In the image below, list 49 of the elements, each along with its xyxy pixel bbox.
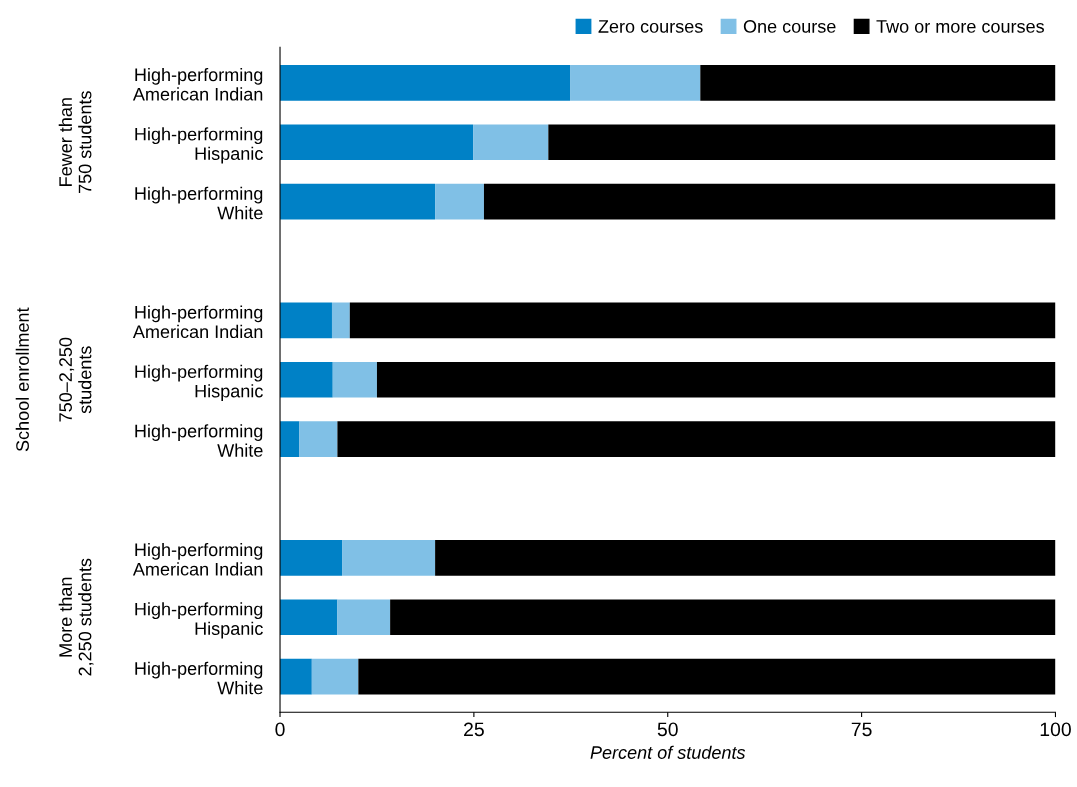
text: School enrollment xyxy=(15,307,29,452)
text: 750–2,250 students xyxy=(59,337,92,422)
y-tick-label: High-performing White xyxy=(135,661,263,695)
y-tick-label: High-performing American Indian xyxy=(132,542,263,576)
legend-label: Zero courses xyxy=(598,20,703,33)
bar xyxy=(311,658,359,695)
bar xyxy=(435,540,1056,576)
bar xyxy=(570,65,701,101)
x-tick-label: 0 xyxy=(275,722,285,737)
bar xyxy=(280,361,333,398)
bar xyxy=(390,599,1056,636)
bar xyxy=(280,302,332,339)
bar xyxy=(280,540,343,576)
legend-label: One course xyxy=(743,20,836,33)
bar xyxy=(280,183,436,220)
bar xyxy=(483,183,1056,220)
y-tick-label: High-performing American Indian xyxy=(132,305,263,339)
bar xyxy=(435,183,484,220)
bar xyxy=(349,302,1056,339)
bar xyxy=(337,421,1056,457)
legend-label: Two or more courses xyxy=(876,20,1044,33)
text: More than 2,250 students xyxy=(58,558,94,676)
x-axis-title: Percent of students xyxy=(590,745,746,759)
bar xyxy=(280,124,474,161)
bar xyxy=(280,65,571,101)
y-tick-label: High-performing White xyxy=(135,186,263,220)
bar xyxy=(332,361,377,398)
bar xyxy=(280,599,338,636)
x-tick-label: 100 xyxy=(1040,722,1071,737)
y-tick-label: High-performing White xyxy=(135,424,263,457)
bar xyxy=(280,421,300,457)
bar xyxy=(280,658,312,695)
y-tick-label: High-performing Hispanic xyxy=(135,602,263,639)
bar xyxy=(473,124,549,161)
bar xyxy=(342,540,436,576)
bar xyxy=(358,658,1056,695)
x-tick-label: 25 xyxy=(464,722,484,737)
bar xyxy=(376,361,1056,398)
y-tick-label: High-performing Hispanic xyxy=(135,364,263,402)
x-tick-label: 50 xyxy=(657,722,678,737)
bar xyxy=(700,65,1056,101)
bar xyxy=(331,302,350,339)
bar xyxy=(548,124,1056,161)
bar xyxy=(337,599,391,636)
text: Fewer than 750 students xyxy=(58,91,92,193)
bar xyxy=(299,421,338,457)
x-tick-label: 75 xyxy=(851,722,872,737)
y-tick-label: High-performing Hispanic xyxy=(135,127,263,164)
y-tick-label: High-performing American Indian xyxy=(132,67,263,101)
